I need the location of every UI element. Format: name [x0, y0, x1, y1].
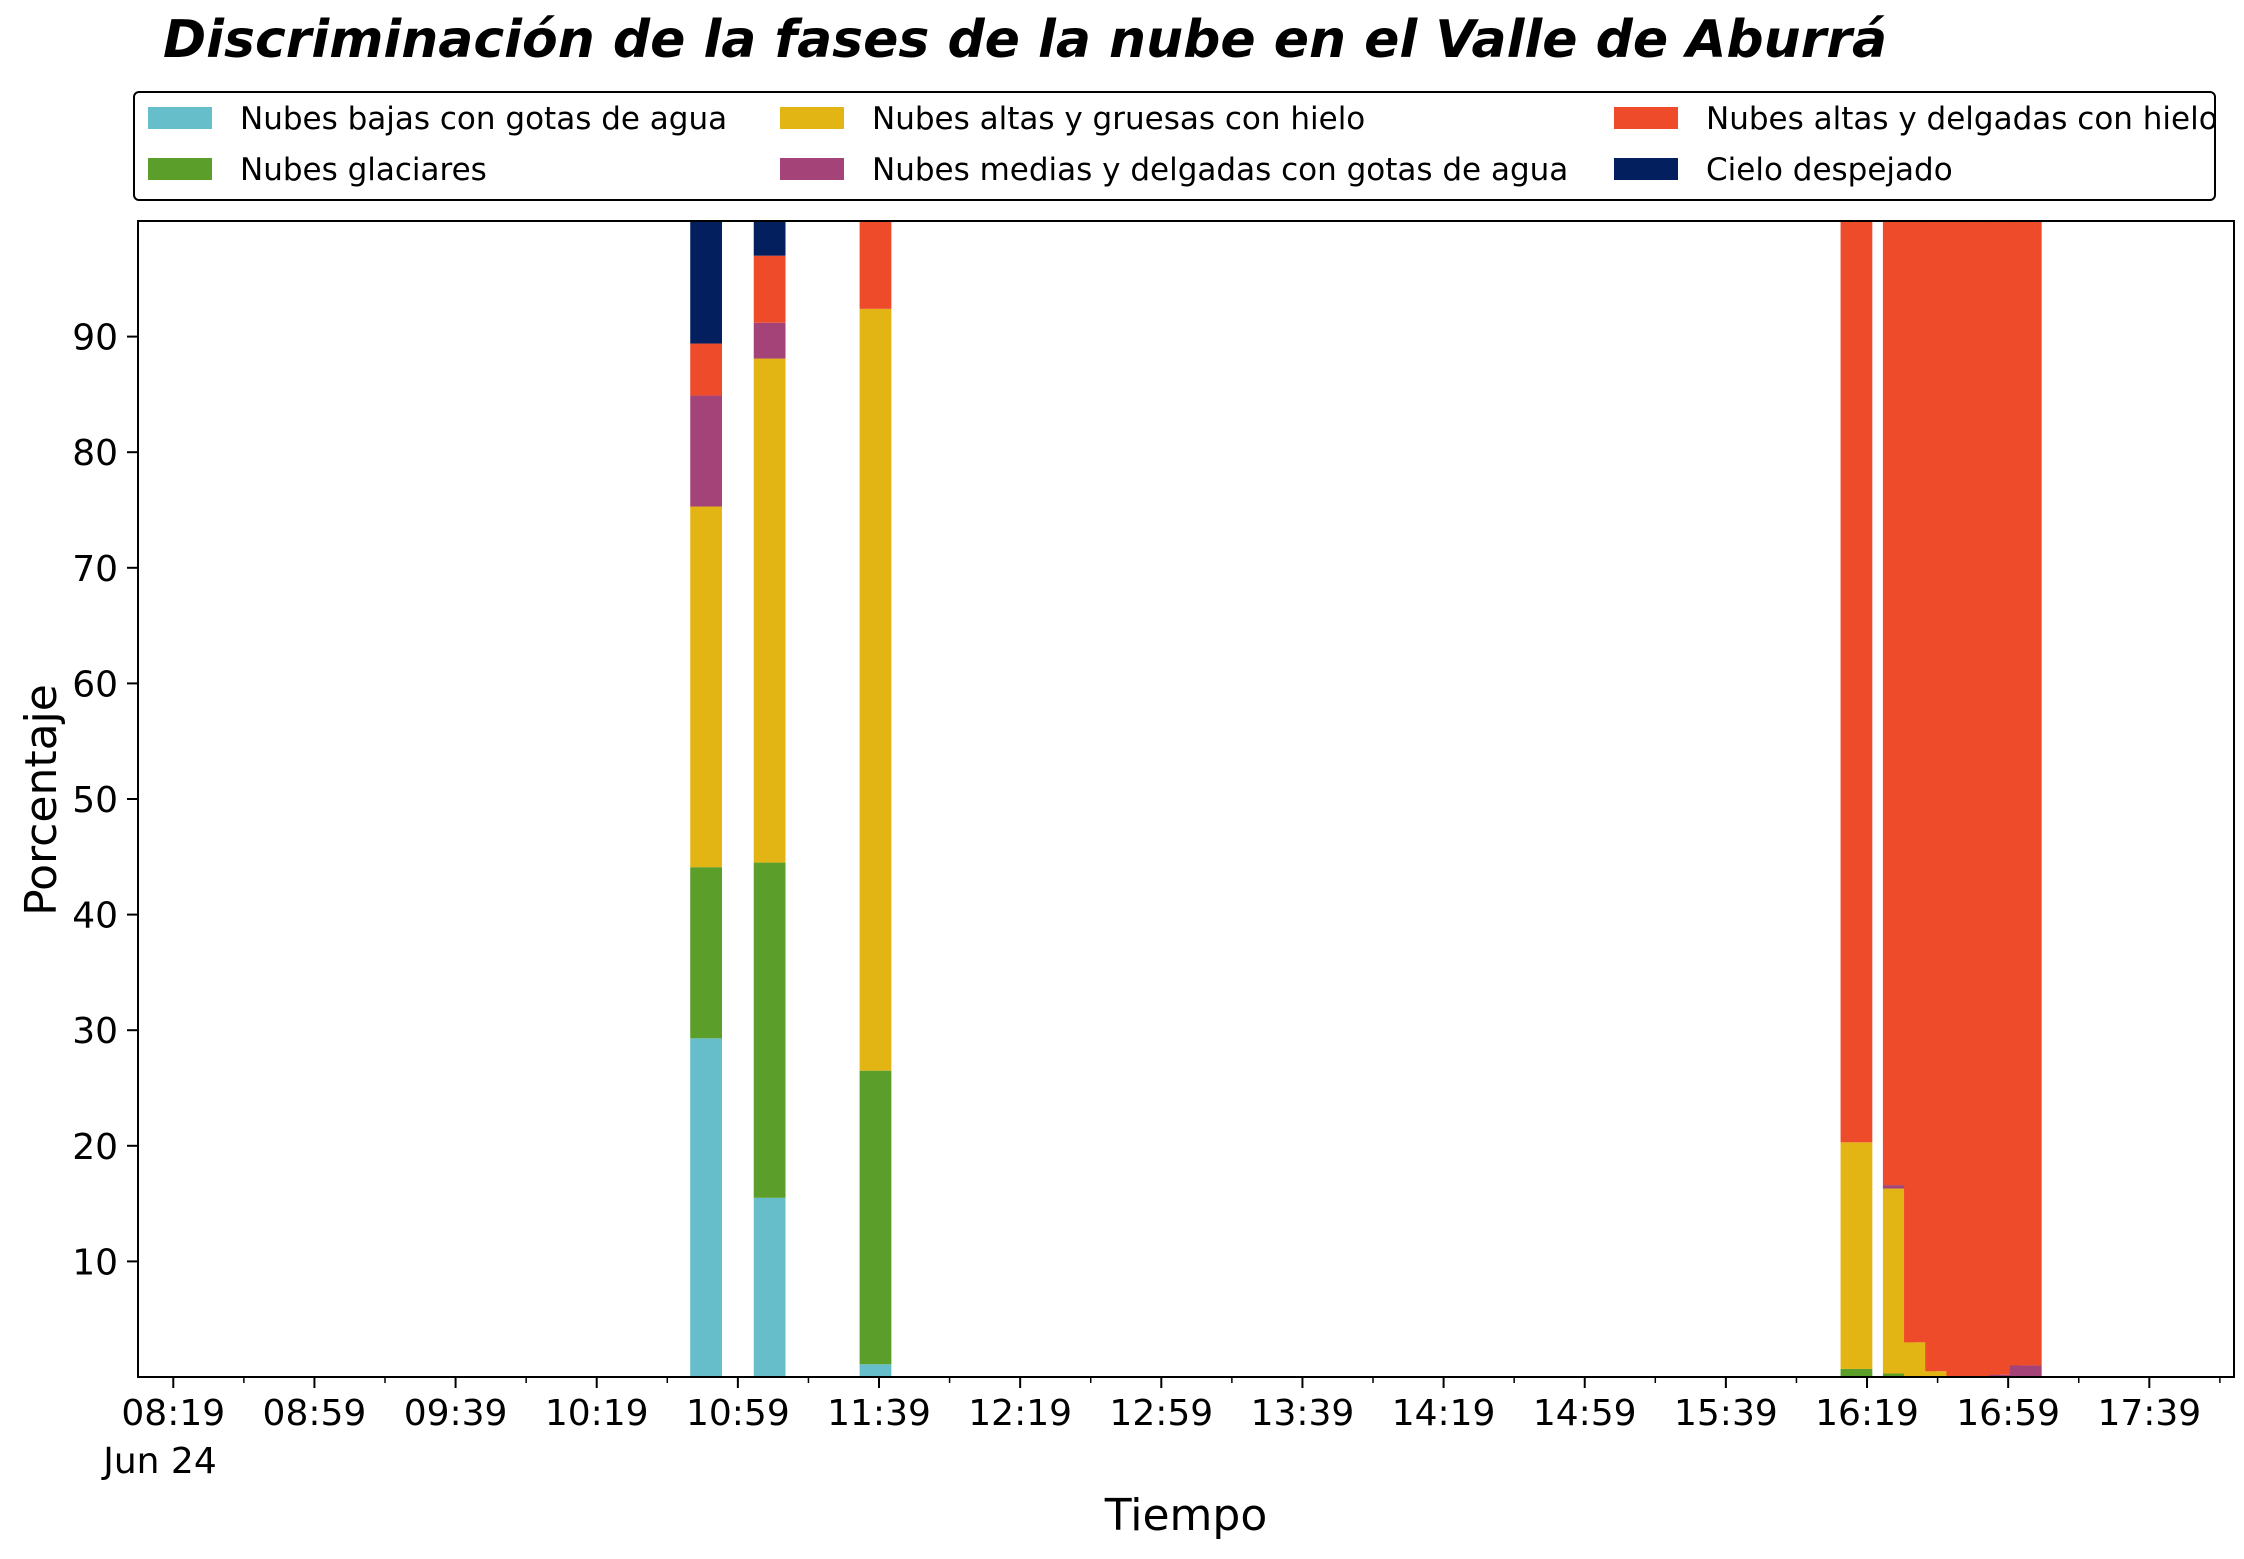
- bar-segment-1704-series-3: [2009, 1365, 2042, 1377]
- bar-segment-1640-series-2: [1925, 1371, 1958, 1377]
- legend-label-0: Nubes bajas con gotas de agua: [240, 101, 727, 137]
- x-tick-label-1259: 12:59: [1109, 1393, 1213, 1434]
- legend-swatch-0: [148, 107, 212, 129]
- y-tick-label-70: 70: [72, 549, 118, 590]
- bar-segment-1704-series-4: [2009, 221, 2042, 1366]
- y-tick-label-90: 90: [72, 318, 118, 359]
- x-tick-label-1219: 12:19: [968, 1393, 1072, 1434]
- bar-segment-1108-series-2: [753, 358, 786, 863]
- bar-segment-1108-series-5: [753, 221, 786, 256]
- bar-segment-1050-series-5: [690, 221, 722, 344]
- bar-segment-1616-series-4: [1840, 221, 1873, 1143]
- legend-label-4: Nubes altas y delgadas con hielo: [1706, 101, 2218, 137]
- legend-swatch-5: [1614, 158, 1678, 180]
- bar-segment-1050-series-0: [690, 1038, 722, 1377]
- y-tick-label-10: 10: [72, 1242, 118, 1283]
- legend-label-1: Nubes glaciares: [240, 152, 487, 188]
- x-tick-label-1539: 15:39: [1674, 1393, 1778, 1434]
- legend-swatch-4: [1614, 107, 1678, 129]
- x-tick-label-1019: 10:19: [545, 1393, 649, 1434]
- bar-segment-1658-series-3: [1988, 1374, 2021, 1377]
- bar-segment-1628-series-3: [1882, 1185, 1915, 1189]
- chart-title: Discriminación de la fases de la nube en…: [163, 10, 1887, 70]
- x-tick-label-1739: 17:39: [2097, 1393, 2201, 1434]
- bar-segment-1050-series-1: [690, 867, 722, 1039]
- bar-segment-1138-series-0: [859, 1364, 892, 1377]
- x-tick-label-1419: 14:19: [1392, 1393, 1496, 1434]
- legend-label-2: Nubes altas y gruesas con hielo: [872, 101, 1365, 137]
- y-tick-label-80: 80: [72, 433, 118, 474]
- x-tick-label-0819: 08:19: [121, 1393, 225, 1434]
- x-tick-label-1459: 14:59: [1533, 1393, 1637, 1434]
- legend-swatch-2: [780, 107, 844, 129]
- bar-segment-1138-series-2: [859, 308, 892, 1071]
- y-axis-label: Porcentaje: [16, 684, 67, 916]
- x-date-label: Jun 24: [101, 1441, 217, 1482]
- bar-segment-1108-series-3: [753, 322, 786, 359]
- legend-swatch-3: [780, 158, 844, 180]
- bar-segment-1050-series-4: [690, 343, 722, 396]
- x-tick-label-1339: 13:39: [1251, 1393, 1355, 1434]
- y-tick-label-30: 30: [72, 1011, 118, 1052]
- bar-segment-1138-series-1: [859, 1070, 892, 1365]
- x-axis-label: Tiempo: [1104, 1490, 1268, 1541]
- x-axis: 08:19 08:59 09:39 10:19 10:59 11:39 12:19 12:59…: [121, 1377, 2221, 1434]
- legend-box: [133, 91, 2216, 201]
- y-tick-label-50: 50: [72, 780, 118, 821]
- y-tick-label-20: 20: [72, 1127, 118, 1168]
- legend-label-5: Cielo despejado: [1706, 152, 1953, 188]
- x-tick-label-1659: 16:59: [1956, 1393, 2060, 1434]
- bar-segment-1138-series-4: [859, 221, 892, 309]
- y-axis: 10 20 30 40 50 60 70 80 90: [72, 318, 138, 1283]
- bar-segment-1616-series-1: [1840, 1368, 1873, 1377]
- bar-segment-1108-series-1: [753, 862, 786, 1198]
- bar-segment-1108-series-4: [753, 255, 786, 323]
- legend-swatch-1: [148, 158, 212, 180]
- bar-segment-1616-series-2: [1840, 1142, 1873, 1369]
- y-tick-label-40: 40: [72, 896, 118, 937]
- x-tick-label-0939: 09:39: [404, 1393, 508, 1434]
- legend-label-3: Nubes medias y delgadas con gotas de agu…: [872, 152, 1568, 188]
- x-tick-label-0859: 08:59: [263, 1393, 367, 1434]
- bar-segment-1050-series-3: [690, 395, 722, 507]
- legend: Nubes bajas con gotas de agua Nubes glaci…: [133, 91, 2218, 201]
- x-tick-label-1139: 11:39: [827, 1393, 931, 1434]
- x-tick-label-1619: 16:19: [1815, 1393, 1919, 1434]
- y-tick-label-60: 60: [72, 664, 118, 705]
- x-tick-label-1059: 10:59: [686, 1393, 790, 1434]
- bars: [690, 221, 2042, 1377]
- bar-segment-1108-series-0: [753, 1197, 786, 1377]
- bar-segment-1050-series-2: [690, 506, 722, 868]
- bar-segment-1628-series-1: [1882, 1373, 1915, 1377]
